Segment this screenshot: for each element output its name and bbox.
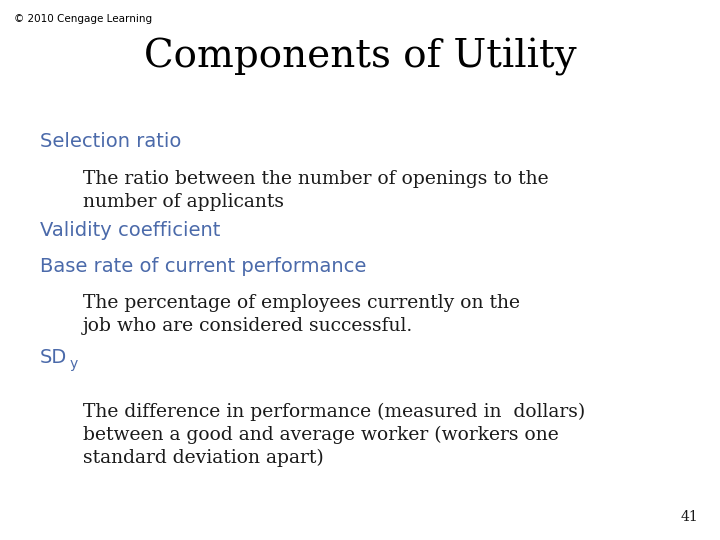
Text: © 2010 Cengage Learning: © 2010 Cengage Learning: [14, 14, 153, 24]
Text: Base rate of current performance: Base rate of current performance: [40, 256, 366, 275]
Text: Selection ratio: Selection ratio: [40, 132, 181, 151]
Text: The percentage of employees currently on the
job who are considered successful.: The percentage of employees currently on…: [83, 294, 520, 335]
Text: Components of Utility: Components of Utility: [144, 38, 576, 76]
Text: The ratio between the number of openings to the
number of applicants: The ratio between the number of openings…: [83, 170, 549, 211]
Text: SD: SD: [40, 348, 67, 367]
Text: Validity coefficient: Validity coefficient: [40, 221, 220, 240]
Text: The difference in performance (measured in  dollars)
between a good and average : The difference in performance (measured …: [83, 402, 585, 467]
Text: y: y: [70, 357, 78, 372]
Text: 41: 41: [680, 510, 698, 524]
